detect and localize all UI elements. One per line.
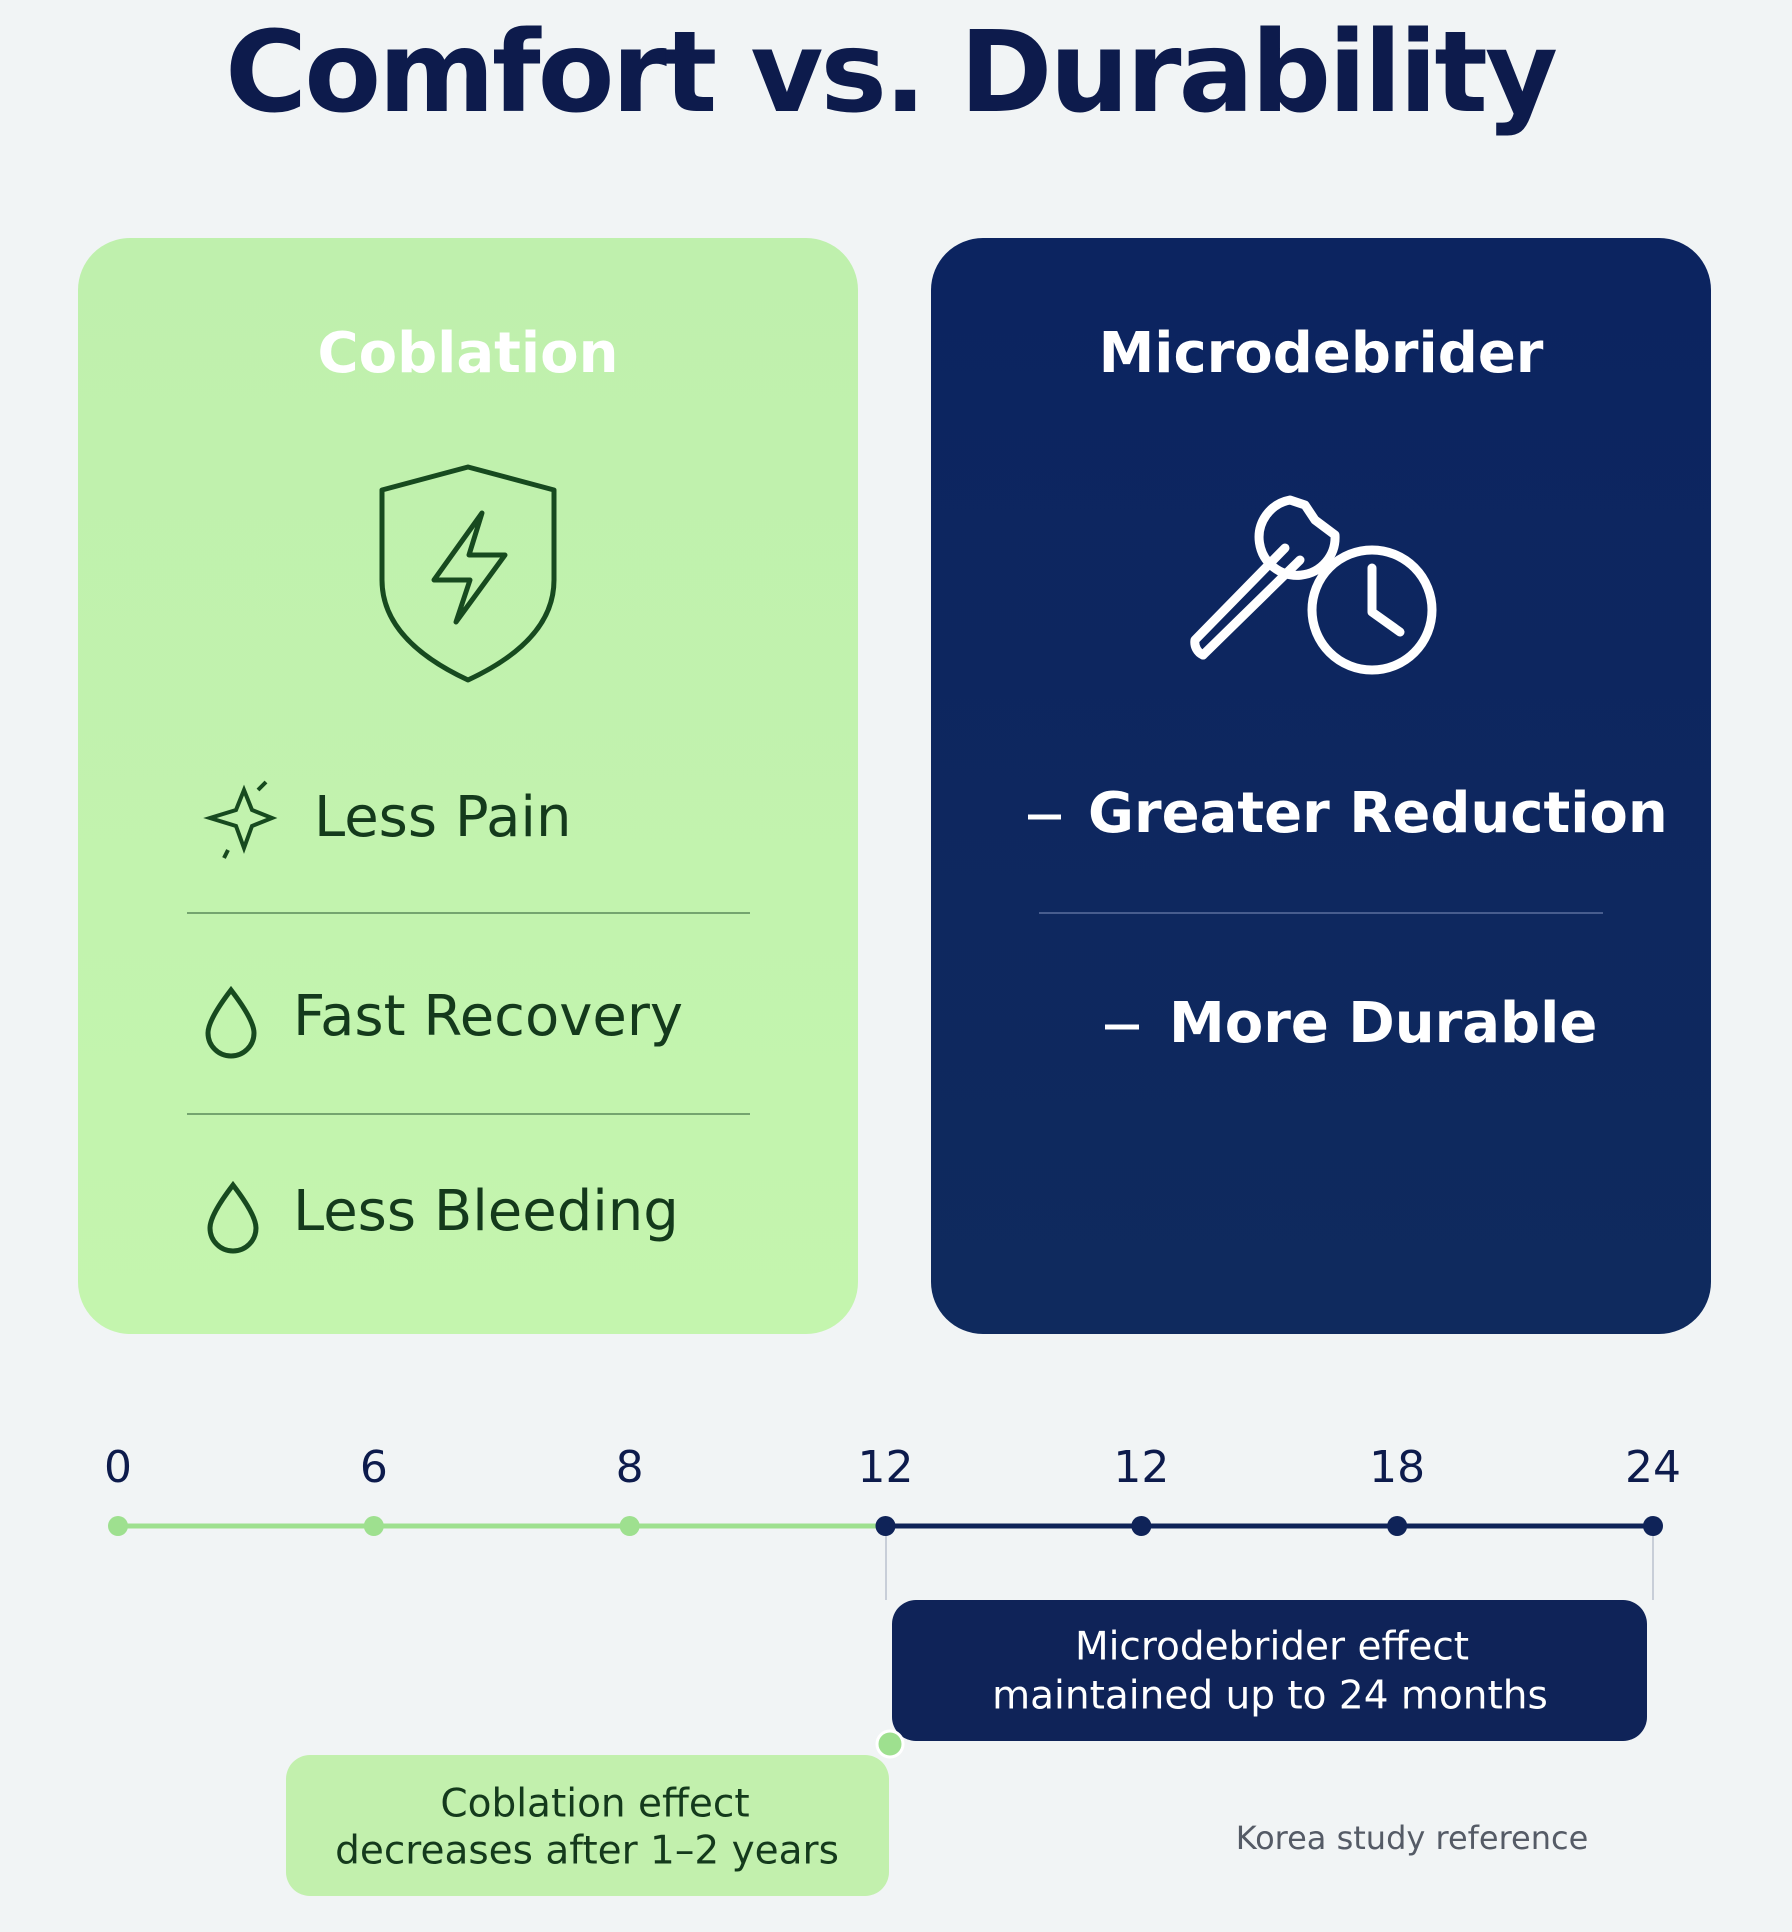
- benefit-item: More Durable: [1169, 991, 1597, 1056]
- callout-text: Microdebrider effect: [1075, 1625, 1469, 1670]
- card-title: Coblation: [318, 321, 619, 386]
- coblation-callout: [286, 1755, 889, 1896]
- microdebrider-callout: [892, 1600, 1647, 1741]
- wrench-clock-icon: [1190, 495, 1437, 675]
- timeline-point: [619, 1516, 640, 1536]
- timeline-label: 6: [360, 1442, 388, 1493]
- timeline-label: 12: [858, 1442, 914, 1493]
- timeline-point: [363, 1516, 384, 1536]
- footnote: Korea study reference: [1236, 1819, 1589, 1857]
- drop-icon: [205, 985, 257, 1059]
- timeline-ticks: 0 6 8 12 12 18 24: [104, 1442, 1681, 1536]
- timeline-point: [1643, 1516, 1663, 1536]
- microdebrider-card: [931, 238, 1711, 1334]
- card-title: Microdebrider: [1099, 321, 1544, 386]
- callout-text: Coblation effect: [440, 1782, 749, 1827]
- timeline-label: 8: [616, 1442, 644, 1493]
- pain-icon: [203, 780, 278, 859]
- benefit-item: Less Bleeding: [293, 1179, 679, 1244]
- title: Comfort vs. Durability: [225, 8, 1556, 138]
- coblation-card: [78, 238, 858, 1334]
- timeline-point: [875, 1516, 896, 1536]
- timeline-label: 24: [1625, 1442, 1681, 1493]
- timeline-label: 0: [104, 1442, 132, 1493]
- callout-dot: [875, 1729, 905, 1759]
- benefit-item: Fast Recovery: [293, 984, 683, 1049]
- drop-icon: [207, 1180, 259, 1254]
- timeline-point: [1387, 1516, 1408, 1536]
- benefit-item: Less Pain: [314, 785, 571, 850]
- shield-icon: [379, 464, 557, 683]
- timeline-label: 18: [1369, 1442, 1425, 1493]
- benefit-item: Greater Reduction: [1088, 781, 1668, 846]
- callout-text: maintained up to 24 months: [992, 1674, 1548, 1719]
- timeline-point: [1131, 1516, 1152, 1536]
- timeline-point: [108, 1516, 128, 1536]
- timeline-label: 12: [1113, 1442, 1169, 1493]
- callout-text: decreases after 1–2 years: [335, 1829, 839, 1874]
